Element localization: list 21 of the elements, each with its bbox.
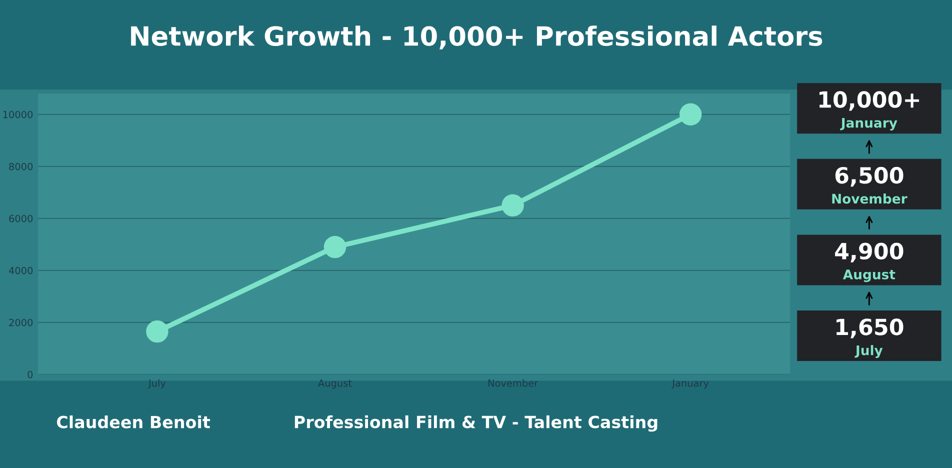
- category-label: July: [854, 345, 883, 358]
- y-tick-label: 6000: [9, 214, 33, 222]
- text: Professional Film & TV - Talent Casting: [294, 415, 658, 432]
- y-tick-label: 10000: [3, 110, 33, 118]
- x-tick-label: January: [672, 380, 709, 389]
- x-tick-label: November: [488, 379, 538, 387]
- y-tick-label: 8000: [9, 162, 33, 170]
- category-label: August: [842, 270, 896, 282]
- text: 6,500: [835, 166, 904, 187]
- text: 4,900: [835, 242, 904, 262]
- category-label: January: [840, 118, 898, 130]
- chart-title: Network Growth - 10,000+ Professional Actors: [131, 26, 822, 50]
- y-tick-label: 2000: [9, 318, 33, 326]
- text: 10,000+: [819, 91, 920, 111]
- y-tick-label: 0: [28, 370, 33, 378]
- text: 1,650: [836, 318, 904, 338]
- category-label: November: [832, 194, 908, 204]
- y-tick-label: 4000: [8, 266, 33, 274]
- text: Claudeen Benoit: [56, 415, 210, 428]
- x-tick-label: August: [318, 380, 352, 389]
- x-tick-label: July: [148, 379, 166, 389]
